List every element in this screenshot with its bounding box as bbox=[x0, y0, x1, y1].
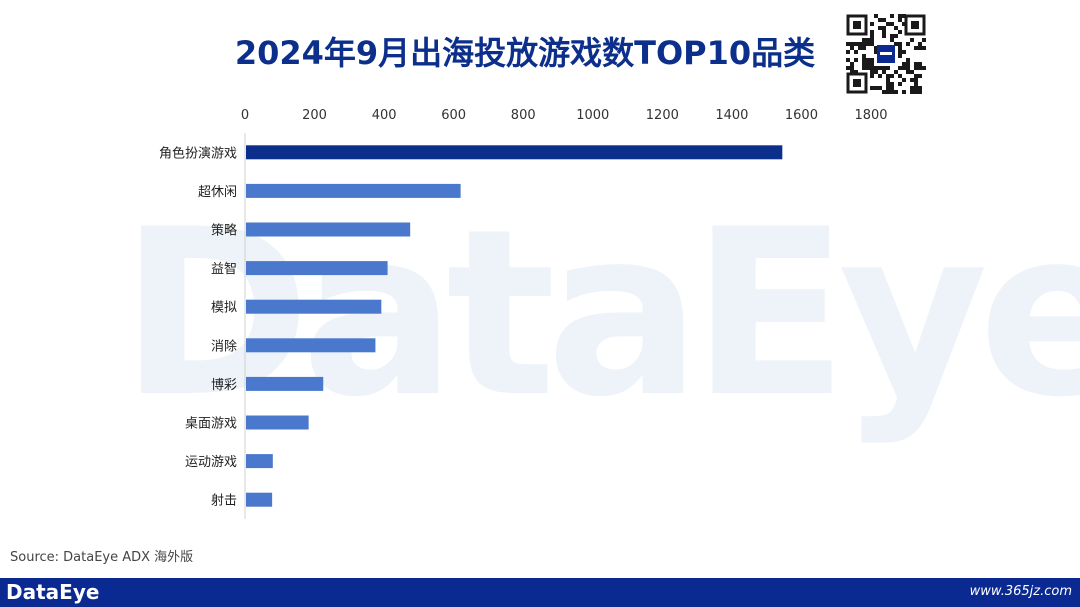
bar bbox=[246, 222, 411, 237]
source-note: Source: DataEye ADX 海外版 bbox=[10, 550, 194, 565]
x-tick-label: 200 bbox=[302, 108, 327, 123]
x-tick-label: 1800 bbox=[854, 108, 887, 123]
category-label: 益智 bbox=[211, 262, 237, 277]
x-tick-label: 600 bbox=[441, 108, 466, 123]
x-tick-label: 1200 bbox=[646, 108, 679, 123]
chart-title: 2024年9月出海投放游戏数TOP10品类 bbox=[234, 34, 816, 72]
bar bbox=[246, 415, 309, 430]
x-tick-label: 0 bbox=[241, 108, 249, 123]
x-tick-label: 400 bbox=[372, 108, 397, 123]
bar bbox=[246, 299, 382, 314]
bar bbox=[246, 454, 273, 469]
x-tick-label: 1600 bbox=[785, 108, 818, 123]
category-label: 消除 bbox=[211, 339, 237, 354]
x-tick-label: 1000 bbox=[576, 108, 609, 123]
bar bbox=[246, 492, 273, 507]
bar bbox=[246, 183, 461, 198]
bar bbox=[246, 376, 324, 391]
category-label: 角色扮演游戏 bbox=[159, 145, 237, 161]
category-label: 运动游戏 bbox=[185, 455, 237, 470]
category-label: 博彩 bbox=[211, 378, 237, 393]
x-tick-label: 1400 bbox=[715, 108, 748, 123]
x-tick-label: 800 bbox=[511, 108, 536, 123]
qr-code bbox=[846, 14, 926, 94]
category-label: 策略 bbox=[211, 223, 237, 239]
category-label: 模拟 bbox=[211, 301, 237, 316]
bar bbox=[246, 338, 376, 353]
footer-logo: DataEye bbox=[6, 580, 100, 604]
watermark-text: DataEye bbox=[120, 181, 1080, 448]
category-label: 桌面游戏 bbox=[185, 417, 237, 432]
footer-url: www.365jz.com bbox=[969, 584, 1072, 599]
bar bbox=[246, 261, 388, 276]
footer-bar: DataEye www.365jz.com bbox=[0, 578, 1080, 607]
bar-chart: 0 200 400 600 800 1000 1200 1400 1600 1800 角色扮演游戏超… bbox=[159, 108, 888, 519]
category-label: 射击 bbox=[211, 493, 237, 509]
bar bbox=[246, 145, 783, 160]
category-label: 超休闲 bbox=[198, 185, 237, 200]
